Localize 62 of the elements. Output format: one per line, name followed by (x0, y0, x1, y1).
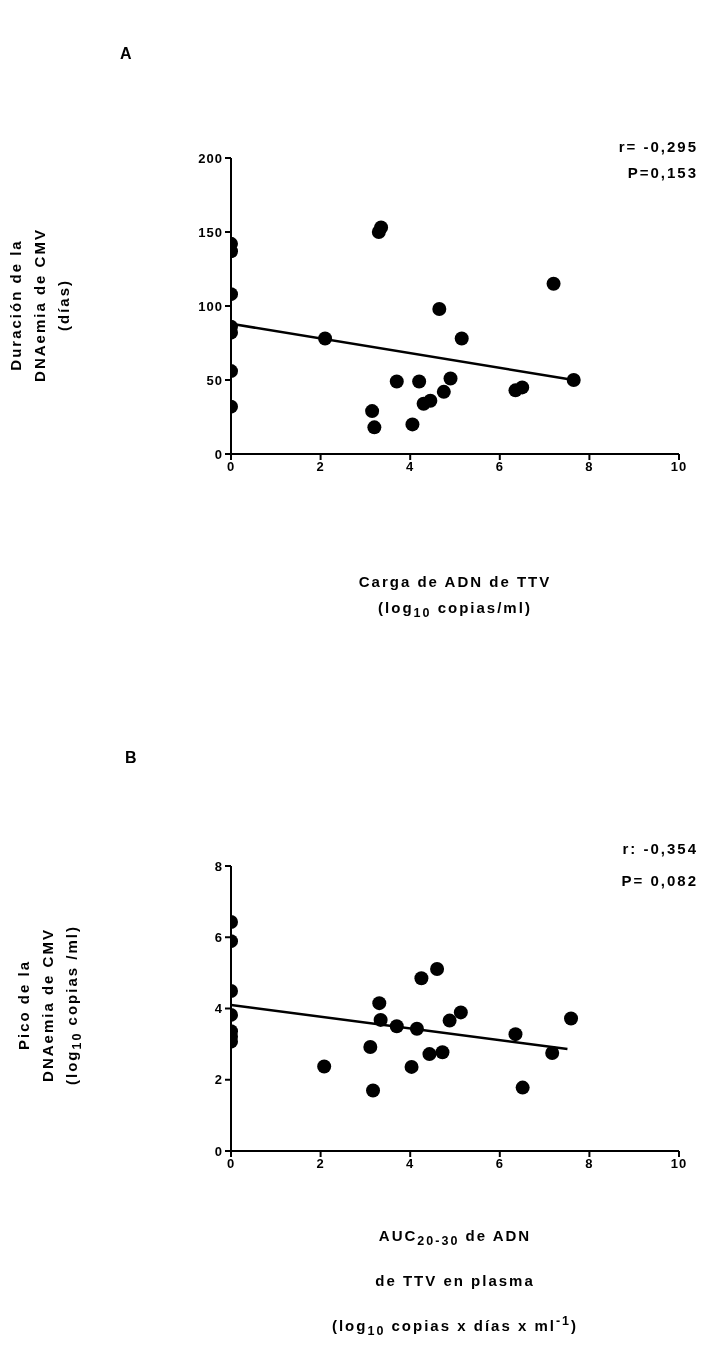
y-tick-label: 4 (214, 1001, 223, 1017)
x-tick-label: 6 (495, 459, 504, 475)
x-tick-label: 4 (406, 1156, 415, 1172)
point (389, 374, 404, 389)
x-tick-label: 6 (495, 1156, 504, 1172)
y-tick-label: 50 (206, 372, 223, 388)
y-tick-label: 8 (214, 858, 223, 874)
y-axis-title: Duración de la DNAemia de CMV (días) (6, 228, 73, 382)
point (432, 301, 447, 316)
annotation: P= 0,082 (621, 872, 698, 889)
x-tick-label: 0 (226, 1156, 236, 1172)
point (546, 276, 561, 291)
point (367, 420, 382, 435)
y-tick-label: 100 (198, 298, 223, 314)
point (515, 380, 530, 395)
y-tick-label: 2 (214, 1072, 223, 1088)
annotation: P=0,153 (627, 164, 698, 181)
y-tick-label: 200 (198, 150, 223, 166)
x-tick-label: 8 (585, 1156, 594, 1172)
point (435, 1045, 450, 1060)
point (363, 1039, 378, 1054)
point (454, 331, 469, 346)
x-tick-label: 10 (670, 459, 688, 475)
y-tick-label: 6 (214, 929, 223, 945)
text: AUC$_{20-30}$ de ADN de TTV en plasma (log$_{10}$ copias x días x ml$^{-1}$) (331, 1227, 579, 1338)
point (436, 384, 451, 399)
y-tick-label: 0 (214, 446, 223, 462)
point (366, 1083, 381, 1098)
x-axis-title: Carga de ADN de TTV (log$_{10}$ copias/ml) (357, 572, 553, 622)
point (317, 1059, 332, 1074)
point (412, 374, 427, 389)
x-tick-label: 10 (670, 1156, 688, 1172)
point (423, 393, 438, 408)
point (566, 373, 581, 387)
y-tick-label: 150 (198, 224, 223, 240)
point (404, 1059, 419, 1074)
point (373, 1012, 388, 1027)
point (422, 1047, 437, 1062)
x-tick-label: 2 (316, 459, 325, 475)
x-tick-label: 0 (226, 459, 236, 475)
chart-title: B (125, 749, 139, 767)
point (515, 1080, 530, 1095)
x-tick-label: 2 (316, 1156, 325, 1172)
point (443, 371, 458, 386)
x-tick-label: 4 (406, 459, 415, 475)
point (414, 971, 429, 986)
point (508, 1027, 523, 1042)
point (365, 404, 380, 419)
point (453, 1005, 468, 1020)
point (389, 1019, 404, 1034)
point (372, 996, 387, 1011)
point (442, 1013, 457, 1028)
point (430, 961, 445, 976)
text: r= -0,295 (618, 138, 698, 155)
point (318, 331, 333, 346)
y-tick-label: 0 (214, 1143, 223, 1159)
point (405, 417, 420, 432)
text: r: -0,354 (622, 840, 698, 857)
point (374, 220, 389, 235)
x-tick-label: 8 (585, 459, 594, 475)
chart-title: A (120, 45, 134, 63)
point (409, 1021, 424, 1036)
